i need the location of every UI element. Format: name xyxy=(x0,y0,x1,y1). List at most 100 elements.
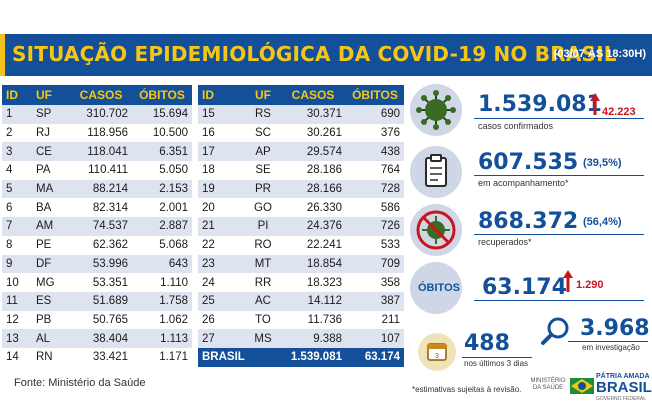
cell-uf: AM xyxy=(32,217,70,236)
table-row: 17 AP 29.574 438 xyxy=(198,142,404,162)
cell-uf: TO xyxy=(246,310,280,330)
table-row: 5 MA 88.214 2.153 xyxy=(2,179,192,199)
table-row: 7 AM 74.537 2.887 xyxy=(2,217,192,236)
table-row: 9 DF 53.996 643 xyxy=(2,254,192,274)
divider xyxy=(568,341,648,342)
cell-casos: 18.323 xyxy=(280,273,346,292)
cell-id: 22 xyxy=(198,235,246,255)
total-obitos: 63.174 xyxy=(346,347,404,367)
col-id: ID xyxy=(2,85,32,105)
cell-obitos: 1.758 xyxy=(132,291,192,311)
cell-id: 13 xyxy=(2,329,32,348)
cell-obitos: 764 xyxy=(346,161,404,180)
cell-obitos: 586 xyxy=(346,198,404,218)
cell-obitos: 690 xyxy=(346,105,404,124)
table-row: 23 MT 18.854 709 xyxy=(198,254,404,274)
source-note: Fonte: Ministério da Saúde xyxy=(14,377,146,389)
cell-casos: 62.362 xyxy=(70,235,132,255)
table-row: 8 PE 62.362 5.068 xyxy=(2,235,192,255)
cell-uf: CE xyxy=(32,142,70,162)
cell-casos: 88.214 xyxy=(70,179,132,199)
cell-uf: MT xyxy=(246,254,280,274)
gov-logo: PÁTRIA AMADA BRASIL GOVERNO FEDERAL xyxy=(570,372,652,402)
recovered-pct: (56,4%) xyxy=(583,216,622,228)
cell-casos: 51.689 xyxy=(70,291,132,311)
cell-casos: 74.537 xyxy=(70,217,132,236)
table-row: 4 PA 110.411 5.050 xyxy=(2,161,192,180)
obitos-badge: ÓBITOS xyxy=(410,262,462,314)
cell-id: 24 xyxy=(198,273,246,292)
cell-id: 2 xyxy=(2,123,32,143)
monitoring-label: em acompanhamento* xyxy=(478,178,569,188)
cell-uf: SP xyxy=(32,105,70,124)
cell-casos: 30.371 xyxy=(280,105,346,124)
table-row: 22 RO 22.241 533 xyxy=(198,235,404,255)
last3days-label: nos últimos 3 dias xyxy=(464,359,529,368)
recovered-label: recuperados* xyxy=(478,237,532,247)
cell-casos: 33.421 xyxy=(70,347,132,367)
cell-obitos: 438 xyxy=(346,142,404,162)
table-header-row: ID UF CASOS ÓBITOS xyxy=(198,85,404,105)
table-row: 26 TO 11.736 211 xyxy=(198,310,404,330)
cell-casos: 30.261 xyxy=(280,123,346,143)
cell-id: 6 xyxy=(2,198,32,218)
divider xyxy=(474,300,644,301)
cell-id: 27 xyxy=(198,329,246,348)
table-row: 24 RR 18.323 358 xyxy=(198,273,404,292)
investigation-value: 3.968 xyxy=(580,316,650,341)
cell-casos: 22.241 xyxy=(280,235,346,255)
cell-obitos: 1.110 xyxy=(132,273,192,292)
cell-id: 19 xyxy=(198,179,246,199)
cell-uf: SC xyxy=(246,123,280,143)
table-row: 1 SP 310.702 15.694 xyxy=(2,105,192,124)
cell-uf: DF xyxy=(32,254,70,274)
table-row: 21 PI 24.376 726 xyxy=(198,217,404,236)
total-row: BRASIL 1.539.081 63.174 xyxy=(198,347,404,367)
brasil-flag-icon xyxy=(570,378,594,394)
table-row: 6 BA 82.314 2.001 xyxy=(2,198,192,218)
cell-id: 26 xyxy=(198,310,246,330)
table-row: 13 AL 38.404 1.113 xyxy=(2,329,192,348)
up-arrow-icon xyxy=(563,270,573,292)
table-row: 16 SC 30.261 376 xyxy=(198,123,404,143)
cell-id: 4 xyxy=(2,161,32,180)
cell-uf: MA xyxy=(32,179,70,199)
cell-id: 15 xyxy=(198,105,246,124)
cell-uf: RO xyxy=(246,235,280,255)
cell-casos: 29.574 xyxy=(280,142,346,162)
no-virus-icon xyxy=(410,204,462,256)
cell-obitos: 728 xyxy=(346,179,404,199)
monitoring-value: 607.535 xyxy=(478,150,579,175)
page-title: SITUAÇÃO EPIDEMIOLÓGICA DA COVID-19 NO B… xyxy=(12,42,617,66)
table-row: 2 RJ 118.956 10.500 xyxy=(2,123,192,143)
cell-uf: GO xyxy=(246,198,280,218)
cell-id: 14 xyxy=(2,347,32,367)
cell-obitos: 1.062 xyxy=(132,310,192,330)
recovered-value: 868.372 xyxy=(478,209,579,234)
total-casos: 1.539.081 xyxy=(280,347,346,367)
cell-obitos: 2.001 xyxy=(132,198,192,218)
cell-obitos: 107 xyxy=(346,329,404,348)
cell-uf: AP xyxy=(246,142,280,162)
cell-obitos: 15.694 xyxy=(132,105,192,124)
col-uf: UF xyxy=(32,85,70,105)
gov-line2: BRASIL xyxy=(596,379,652,396)
states-table-right: ID UF CASOS ÓBITOS 15 RS 30.371 690 16 SC 30.2… xyxy=(198,85,404,367)
deaths-delta: 1.290 xyxy=(576,279,604,291)
cell-casos: 18.854 xyxy=(280,254,346,274)
cell-id: 12 xyxy=(2,310,32,330)
table-row: 12 PB 50.765 1.062 xyxy=(2,310,192,330)
cell-id: 20 xyxy=(198,198,246,218)
deaths-value: 63.174 xyxy=(482,275,567,300)
cell-casos: 11.736 xyxy=(280,310,346,330)
cell-casos: 14.112 xyxy=(280,291,346,311)
cell-casos: 9.388 xyxy=(280,329,346,348)
cell-id: 5 xyxy=(2,179,32,199)
cell-uf: AL xyxy=(32,329,70,348)
states-table-left: ID UF CASOS ÓBITOS 1 SP 310.702 15.694 2 RJ 11… xyxy=(2,85,192,367)
cell-uf: BA xyxy=(32,198,70,218)
cell-casos: 53.351 xyxy=(70,273,132,292)
table-row: 25 AC 14.112 387 xyxy=(198,291,404,311)
cell-casos: 50.765 xyxy=(70,310,132,330)
cell-uf: PE xyxy=(32,235,70,255)
